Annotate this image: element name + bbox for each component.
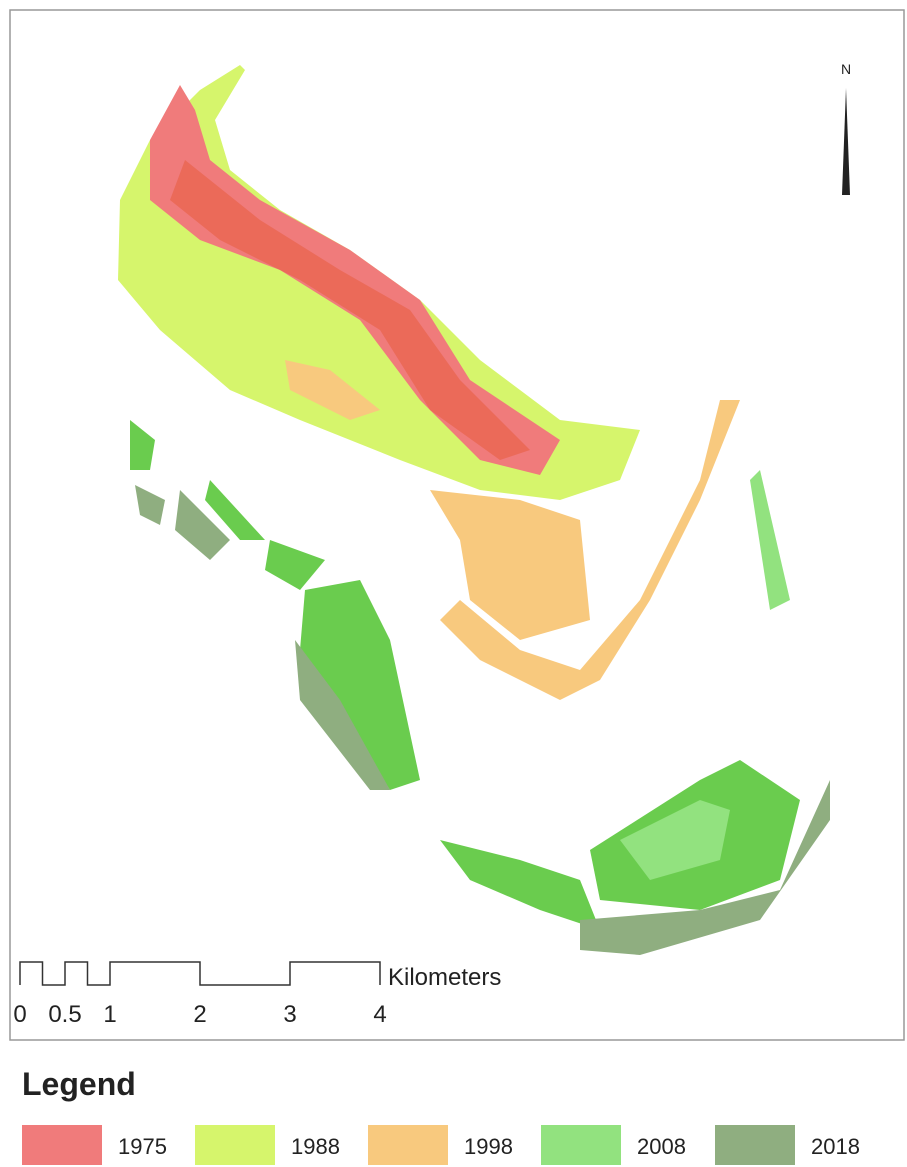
scale-tick-label: 0 [13, 1001, 26, 1028]
legend-label: 1975 [118, 1134, 167, 1159]
scale-tick-label: 1 [103, 1001, 116, 1028]
map-figure: N Kilometers 0 0.5 1 2 3 4 Legend 1975 1988 199… [0, 0, 907, 1167]
scale-tick-label: 3 [283, 1001, 296, 1028]
scale-unit: Kilometers [388, 964, 501, 991]
scale-tick-label: 2 [193, 1001, 206, 1028]
legend-title: Legend [22, 1066, 136, 1102]
legend-swatch [195, 1125, 275, 1165]
page: N Kilometers 0 0.5 1 2 3 4 Legend 1975 1988 199… [0, 0, 907, 1167]
legend-label: 2008 [637, 1134, 686, 1159]
legend: 1975 1988 1998 2008 2018 [22, 1125, 860, 1165]
legend-label: 2018 [811, 1134, 860, 1159]
scale-tick-label: 4 [373, 1001, 386, 1028]
north-label: N [841, 61, 851, 77]
legend-swatch [22, 1125, 102, 1165]
legend-swatch [368, 1125, 448, 1165]
scale-tick-label: 0.5 [48, 1001, 81, 1028]
legend-swatch [541, 1125, 621, 1165]
legend-label: 1988 [291, 1134, 340, 1159]
legend-swatch [715, 1125, 795, 1165]
legend-label: 1998 [464, 1134, 513, 1159]
